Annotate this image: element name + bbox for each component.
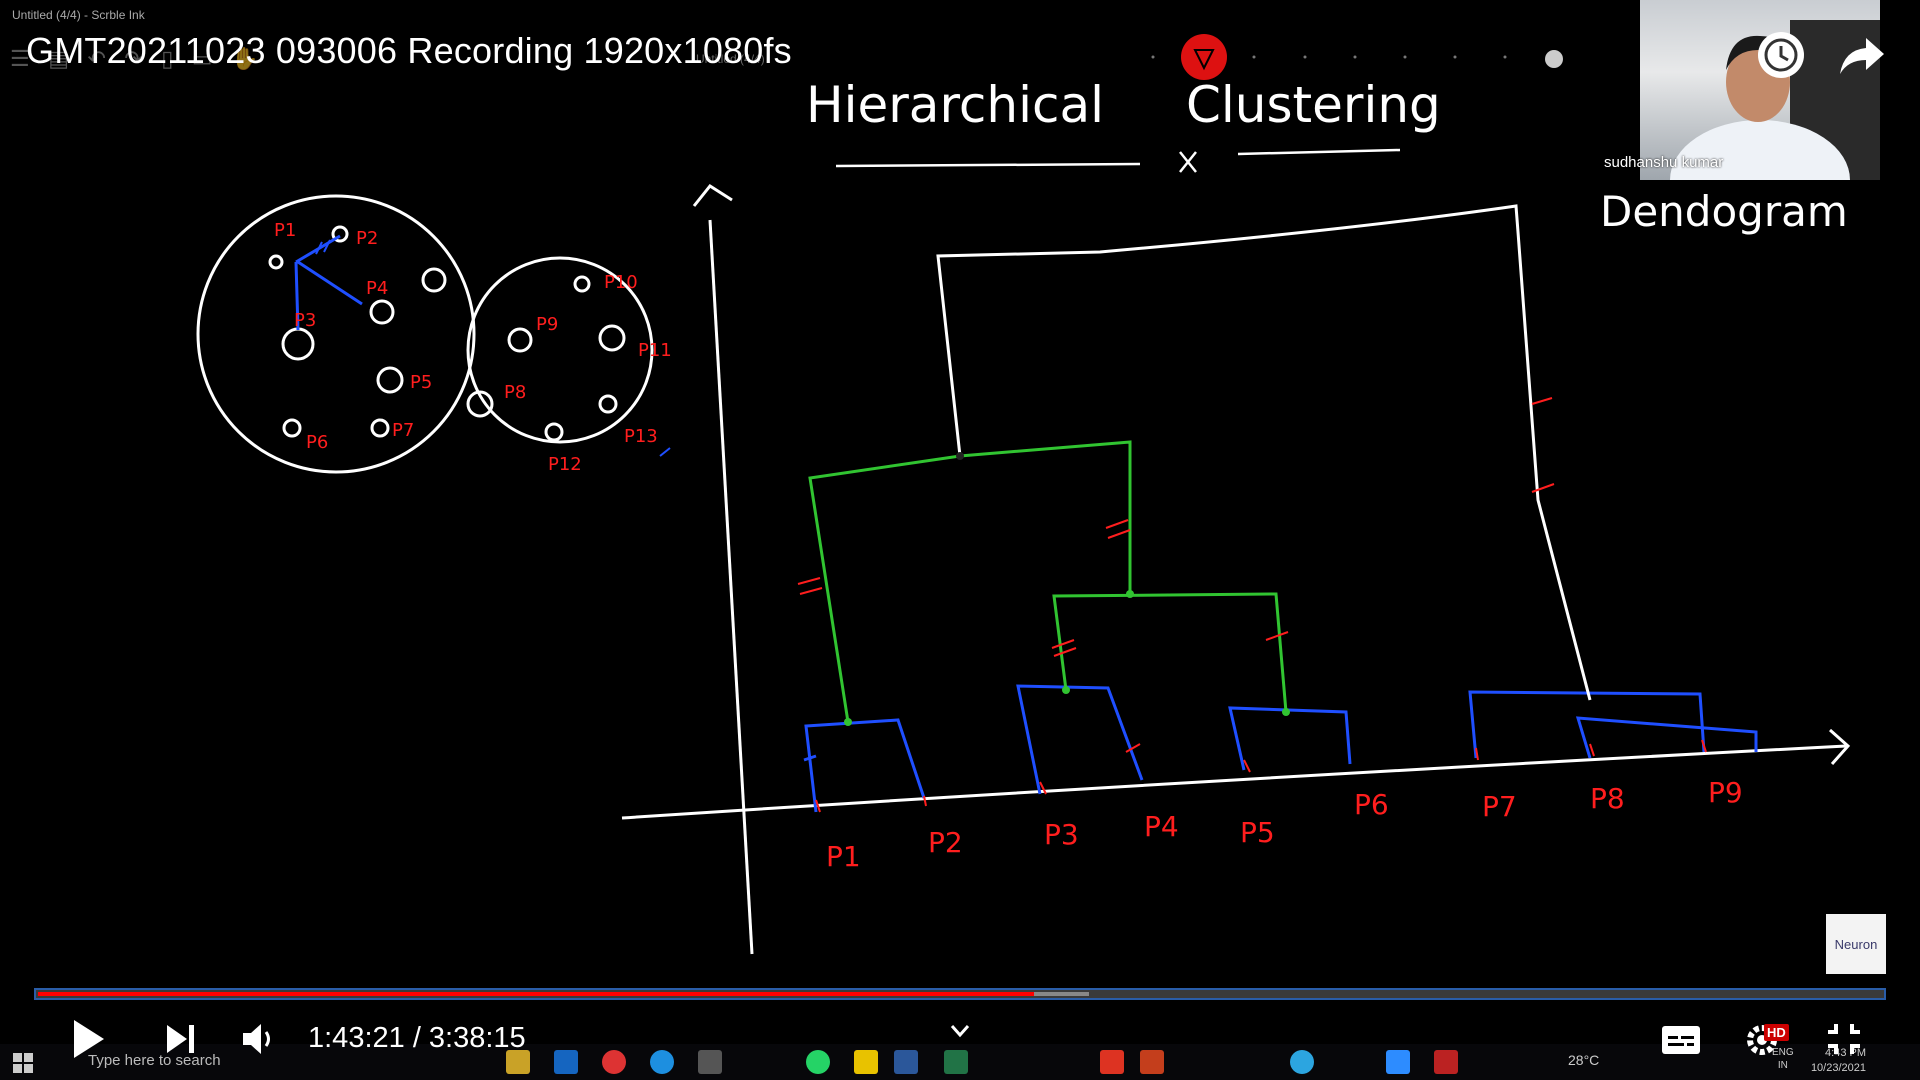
progress-bar[interactable]: [34, 988, 1886, 1000]
telegram-icon[interactable]: [1290, 1050, 1314, 1074]
redo-icon[interactable]: ↷: [124, 46, 143, 71]
svg-text:P11: P11: [638, 340, 672, 361]
next-icon[interactable]: [164, 1022, 198, 1056]
cluster-circle-right: [466, 256, 654, 444]
chrome-icon[interactable]: [602, 1050, 626, 1074]
svg-text:P6: P6: [306, 432, 328, 453]
internal-merges: [808, 440, 1288, 723]
exit-fullscreen-icon[interactable]: [1826, 1022, 1862, 1056]
svg-text:P13: P13: [624, 426, 658, 447]
pen-tool-glyph: [1193, 49, 1215, 71]
menu-icon[interactable]: ☰: [10, 46, 30, 71]
store-icon[interactable]: [698, 1050, 722, 1074]
whatsapp-icon[interactable]: [806, 1050, 830, 1074]
share-icon[interactable]: [1838, 34, 1886, 78]
blue-ticks: [315, 239, 331, 255]
svg-text:P12: P12: [548, 454, 582, 475]
excel-icon[interactable]: [944, 1050, 968, 1074]
chevron-down-icon[interactable]: [950, 1024, 970, 1038]
color-dots: [1151, 55, 1507, 59]
leaf-merges: [803, 684, 1758, 813]
windows-start-icon[interactable]: [12, 1052, 34, 1074]
svg-text:P3: P3: [1044, 818, 1079, 851]
word-icon[interactable]: [894, 1050, 918, 1074]
time-display: 1:43:21 / 3:38:15: [308, 1022, 526, 1054]
y-axis-arrow: [692, 184, 733, 207]
file-explorer-icon[interactable]: [506, 1050, 530, 1074]
svg-text:P9: P9: [1708, 776, 1743, 809]
watch-later-button[interactable]: [1758, 32, 1804, 78]
board-title-clustering: Clustering: [1186, 76, 1441, 134]
svg-text:P6: P6: [1354, 788, 1389, 821]
powerpoint-icon[interactable]: [1140, 1050, 1164, 1074]
x-axis-arrow: [1829, 728, 1851, 765]
x-axis: [621, 744, 1847, 820]
cross-mark: [1179, 151, 1197, 173]
play-icon[interactable]: [70, 1018, 106, 1060]
svg-text:P7: P7: [392, 420, 414, 441]
svg-text:P1: P1: [274, 220, 296, 241]
presenter-figure: [1670, 20, 1880, 180]
page-icon[interactable]: ▯: [161, 46, 174, 71]
progress-played: [38, 992, 1036, 996]
progress-buffered: [1033, 992, 1090, 996]
svg-text:P9: P9: [536, 314, 558, 335]
volume-icon[interactable]: [240, 1020, 280, 1058]
dendrogram-axes: [621, 184, 1851, 955]
weather-widget[interactable]: 28°C: [1568, 1052, 1600, 1068]
title-underline-1: [835, 162, 1141, 168]
cluster-circle-left: [196, 194, 476, 474]
cluster-diagram: P1 P2 P3 P4 P5 P6 P7 P8 P9 P10 P11 P12 P…: [196, 194, 672, 475]
record-dot[interactable]: [1545, 50, 1563, 68]
title-underline-2: [1237, 148, 1401, 156]
mail-icon[interactable]: [554, 1050, 578, 1074]
taskbar-search-input[interactable]: Type here to search: [88, 1052, 221, 1069]
dendrogram-label: Dendogram: [1600, 187, 1848, 236]
top-merge: [936, 204, 1592, 701]
undo-icon[interactable]: ↶: [87, 46, 106, 71]
cluster-points: [268, 225, 626, 442]
svg-text:P5: P5: [410, 372, 432, 393]
neuron-logo: Neuron: [1826, 914, 1886, 974]
svg-text:P7: P7: [1482, 790, 1517, 823]
svg-text:P5: P5: [1240, 816, 1275, 849]
svg-text:P4: P4: [1144, 810, 1179, 843]
zoom-icon[interactable]: [1386, 1050, 1410, 1074]
point-labels: P1 P2 P3 P4 P5 P6 P7 P8 P9 P10 P11 P12 P…: [274, 220, 672, 475]
pages-icon[interactable]: ▭: [191, 46, 213, 71]
app-icon[interactable]: [1434, 1050, 1458, 1074]
presenter-webcam: [1640, 0, 1880, 180]
board-title-hierarchical: Hierarchical: [806, 76, 1104, 134]
svg-text:P8: P8: [504, 382, 526, 403]
language-indicator[interactable]: ENG IN: [1772, 1047, 1794, 1071]
svg-text:P10: P10: [604, 272, 638, 293]
svg-text:P8: P8: [1590, 782, 1625, 815]
pen-tool-icon[interactable]: [1181, 34, 1227, 80]
svg-text:P3: P3: [294, 310, 316, 331]
clock-icon: [1764, 38, 1798, 72]
hand-icon[interactable]: ✋: [231, 46, 259, 71]
svg-text:P4: P4: [366, 278, 388, 299]
svg-text:P2: P2: [928, 826, 963, 859]
dendrogram: [797, 204, 1758, 813]
x-axis-labels: P1 P2 P3 P4 P5 P6 P7 P8 P9: [826, 776, 1743, 873]
hd-badge: HD: [1764, 1024, 1789, 1041]
subtitles-icon[interactable]: [1660, 1024, 1702, 1056]
save-icon[interactable]: ▤: [48, 46, 69, 71]
ink-toolbar: ☰ ▤ ↶ ↷ ▯ ▭ ✋: [10, 46, 330, 72]
sticky-notes-icon[interactable]: [854, 1050, 878, 1074]
svg-text:P2: P2: [356, 228, 378, 249]
presenter-name: sudhanshu kumar: [1604, 154, 1724, 171]
video-title[interactable]: GMT20211023 093006 Recording 1920x1080fs: [26, 30, 792, 71]
edge-icon[interactable]: [650, 1050, 674, 1074]
svg-text:P1: P1: [826, 840, 861, 873]
y-axis: [708, 219, 754, 955]
page-counter: Untitled (4/4): [696, 52, 765, 66]
acrobat-icon[interactable]: [1100, 1050, 1124, 1074]
distance-ticks: [797, 397, 1707, 813]
app-title: Untitled (4/4) - Scrble Ink: [12, 8, 145, 22]
